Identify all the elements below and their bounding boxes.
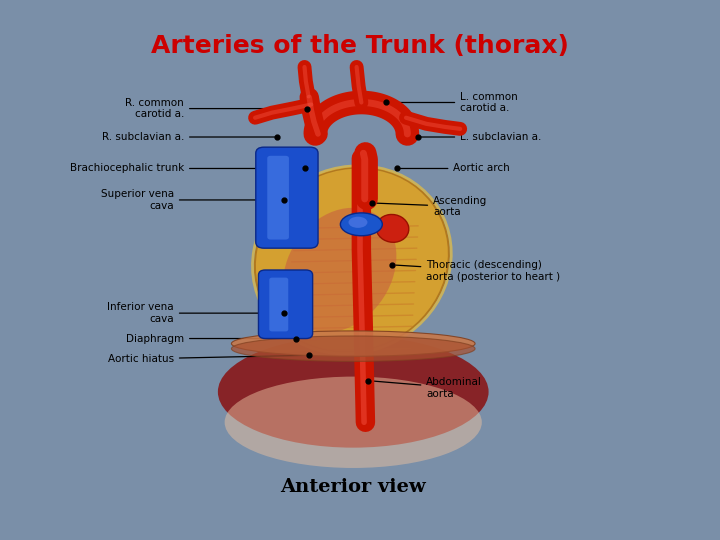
Text: Thoracic (descending)
aorta (posterior to heart ): Thoracic (descending) aorta (posterior t…	[395, 260, 560, 282]
Ellipse shape	[283, 208, 397, 332]
Ellipse shape	[376, 214, 409, 242]
FancyBboxPatch shape	[258, 270, 312, 339]
FancyBboxPatch shape	[269, 278, 288, 332]
Text: Aortic arch: Aortic arch	[400, 164, 510, 173]
Ellipse shape	[225, 376, 482, 468]
Text: Inferior vena
cava: Inferior vena cava	[107, 302, 282, 324]
Text: R. common
carotid a.: R. common carotid a.	[125, 98, 305, 119]
Text: L. subclavian a.: L. subclavian a.	[420, 132, 541, 142]
Ellipse shape	[231, 331, 475, 356]
Ellipse shape	[231, 336, 475, 361]
FancyBboxPatch shape	[256, 147, 318, 248]
FancyBboxPatch shape	[267, 156, 289, 240]
Ellipse shape	[348, 217, 367, 228]
Text: Abdominal
aorta: Abdominal aorta	[371, 377, 482, 399]
Text: Aortic hiatus: Aortic hiatus	[108, 354, 307, 364]
Text: L. common
carotid a.: L. common carotid a.	[389, 92, 518, 113]
Ellipse shape	[218, 336, 489, 448]
Text: Diaphragm: Diaphragm	[126, 334, 293, 343]
Text: Ascending
aorta: Ascending aorta	[375, 195, 487, 217]
Text: Arteries of the Trunk (thorax): Arteries of the Trunk (thorax)	[151, 34, 569, 58]
Ellipse shape	[255, 167, 449, 352]
Text: Brachiocephalic trunk: Brachiocephalic trunk	[70, 164, 302, 173]
Text: Anterior view: Anterior view	[280, 478, 426, 496]
Text: Superior vena
cava: Superior vena cava	[101, 189, 282, 211]
Ellipse shape	[341, 213, 382, 236]
Text: R. subclavian a.: R. subclavian a.	[102, 132, 274, 142]
